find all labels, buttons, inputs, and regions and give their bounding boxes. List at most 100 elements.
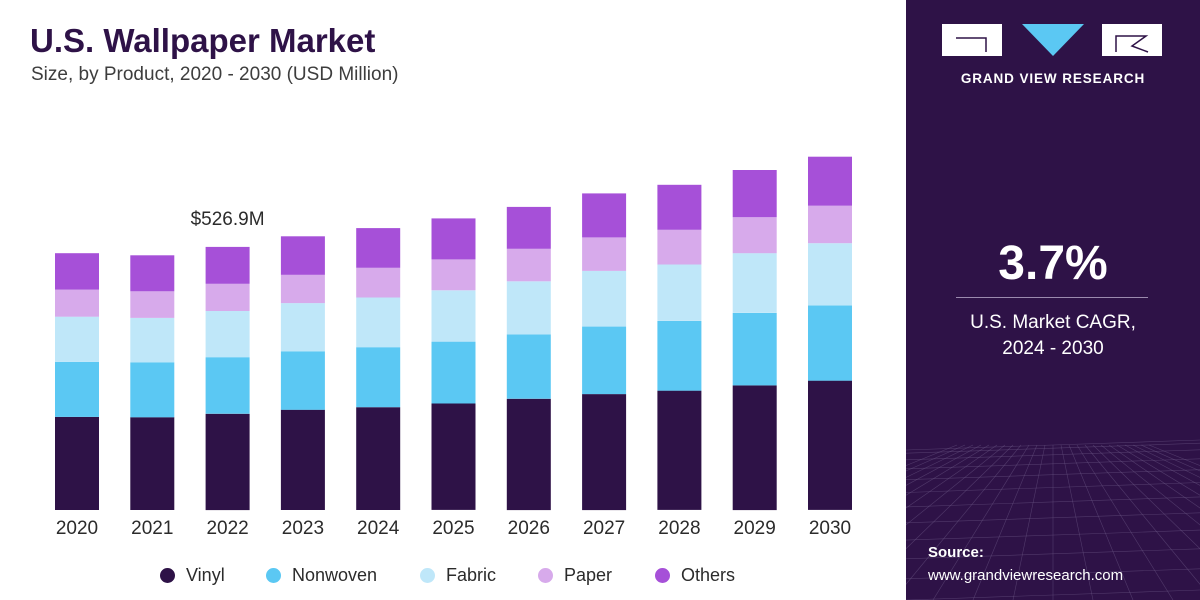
bar-vinyl-2027 — [582, 394, 627, 511]
grid-line — [1148, 444, 1200, 466]
bar-nonwoven-2025 — [431, 341, 476, 404]
grid-line — [1116, 444, 1200, 496]
legend-label: Nonwoven — [292, 564, 378, 585]
bar-paper-2028 — [657, 229, 702, 265]
stacked-bar-chart: 2020 2021 2022 2023 2024 2025 2026 2027 2028 2029… — [55, 156, 852, 539]
bar-vinyl-2024 — [356, 407, 401, 510]
x-tick-label: 2024 — [357, 518, 400, 539]
bar-nonwoven-2029 — [732, 312, 777, 386]
brand-name: GRAND VIEW RESEARCH — [960, 71, 1146, 86]
chart-panel: U.S. Wallpaper Market Size, by Product, … — [0, 22, 906, 587]
grid-line — [932, 444, 1030, 600]
grid-line — [906, 444, 1006, 526]
bar-vinyl-2030 — [808, 380, 852, 510]
bar-others-2023 — [280, 236, 325, 275]
chart-legend: Vinyl Nonwoven Fabric Paper Others — [0, 563, 906, 587]
bar-paper-2020 — [55, 289, 99, 317]
x-tick-label: 2020 — [56, 518, 98, 539]
grid-line — [906, 444, 982, 486]
legend-swatch — [160, 567, 175, 583]
legend-label: Fabric — [446, 564, 497, 585]
x-tick-label: 2022 — [206, 518, 248, 539]
grid-line — [1060, 444, 1094, 600]
bar-nonwoven-2020 — [55, 361, 99, 417]
legend-swatch — [538, 567, 553, 583]
bar-fabric-2029 — [732, 253, 777, 313]
grid-line — [1076, 444, 1174, 600]
chart-title: U.S. Wallpaper Market — [30, 22, 376, 59]
cagr-label-line2: 2024 - 2030 — [1002, 338, 1104, 359]
bar-others-2025 — [431, 218, 476, 260]
x-tick-label: 2030 — [809, 518, 851, 539]
bar-nonwoven-2024 — [356, 347, 401, 408]
bar-vinyl-2021 — [130, 417, 175, 510]
grid-line — [1092, 444, 1200, 550]
bar-paper-2026 — [506, 248, 551, 282]
bar-paper-2030 — [808, 205, 852, 244]
bar-nonwoven-2022 — [205, 357, 250, 414]
grid-line — [906, 444, 974, 478]
side-panel: GRAND VIEW RESEARCH 3.7% U.S. Market CAG… — [906, 0, 1200, 600]
cagr-divider — [956, 297, 1148, 298]
legend-item-vinyl: Vinyl — [160, 563, 225, 587]
x-tick-label: 2029 — [734, 518, 776, 539]
grid-line — [1140, 444, 1200, 472]
bar-others-2020 — [55, 253, 99, 290]
grid-line — [1108, 444, 1200, 509]
grid-line — [906, 444, 1014, 550]
legend-swatch — [420, 567, 435, 583]
grid-line — [1132, 444, 1200, 478]
grid-line — [1084, 444, 1200, 585]
bar-vinyl-2028 — [657, 390, 702, 510]
bar-nonwoven-2028 — [657, 321, 702, 391]
bar-vinyl-2025 — [431, 403, 476, 510]
legend-item-others: Others — [655, 563, 735, 587]
bar-fabric-2025 — [431, 290, 476, 342]
legend-item-nonwoven: Nonwoven — [266, 563, 377, 587]
grid-line — [906, 444, 998, 509]
data-label-2022: $526.9M — [191, 209, 265, 230]
bar-paper-2021 — [130, 291, 175, 318]
grid-line — [1100, 444, 1200, 526]
bar-others-2024 — [356, 228, 401, 268]
x-tick-label: 2026 — [508, 518, 550, 539]
grid-line — [1068, 444, 1134, 600]
grid-line — [906, 444, 1022, 585]
bar-vinyl-2029 — [732, 385, 777, 511]
cagr-label-line1: U.S. Market CAGR, — [970, 312, 1136, 333]
x-tick-label: 2021 — [131, 518, 173, 539]
grid-line — [906, 444, 966, 472]
bar-others-2027 — [582, 193, 627, 238]
grid-decoration — [906, 439, 1200, 600]
x-tick-label: 2028 — [658, 518, 700, 539]
bar-paper-2029 — [732, 217, 777, 254]
bar-fabric-2026 — [506, 281, 551, 335]
bar-others-2028 — [657, 184, 702, 230]
source-link[interactable]: www.grandviewresearch.com — [928, 567, 1124, 584]
legend-swatch — [655, 567, 670, 583]
bar-vinyl-2020 — [55, 416, 99, 510]
grid-line — [906, 444, 990, 496]
bar-nonwoven-2023 — [280, 351, 325, 410]
bar-fabric-2021 — [130, 317, 175, 363]
legend-item-fabric: Fabric — [420, 563, 496, 587]
bar-paper-2022 — [205, 283, 250, 311]
legend-swatch — [266, 567, 281, 583]
bar-paper-2024 — [356, 267, 401, 298]
bar-fabric-2020 — [55, 316, 99, 362]
bar-others-2030 — [808, 156, 852, 206]
bar-others-2029 — [732, 170, 777, 218]
bar-paper-2025 — [431, 259, 476, 291]
grid-line — [972, 444, 1038, 600]
grid-line — [1012, 444, 1046, 600]
bar-nonwoven-2030 — [808, 305, 852, 381]
bar-paper-2027 — [582, 237, 627, 271]
bar-fabric-2023 — [280, 303, 325, 352]
legend-item-paper: Paper — [538, 563, 612, 587]
x-tick-label: 2025 — [432, 518, 474, 539]
bar-vinyl-2023 — [280, 409, 325, 510]
bar-fabric-2027 — [582, 270, 627, 327]
cagr-value: 3.7% — [998, 237, 1108, 290]
cagr-label: U.S. Market CAGR, 2024 - 2030 — [906, 310, 1200, 362]
